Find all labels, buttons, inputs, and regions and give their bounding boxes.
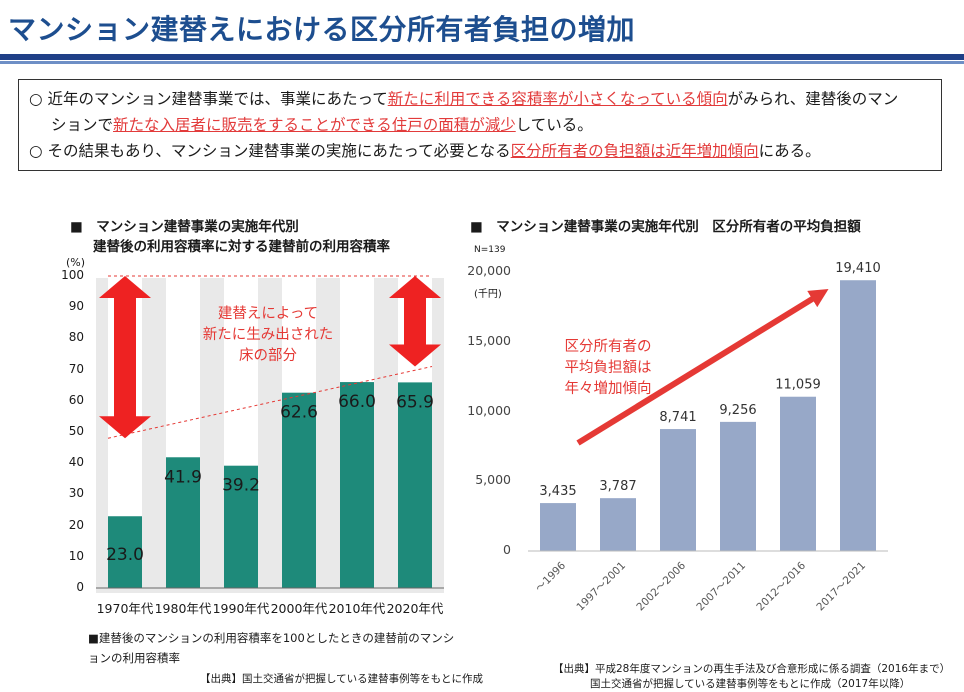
x-tick-label: 2017～2021 bbox=[814, 560, 868, 614]
x-tick-label: 2010年代 bbox=[329, 601, 386, 616]
bar-value-label: 3,435 bbox=[539, 484, 576, 499]
bar bbox=[166, 457, 200, 588]
y-tick-label: 0 bbox=[503, 542, 511, 557]
bar bbox=[720, 421, 756, 551]
y-tick-label: 15,000 bbox=[467, 332, 511, 348]
bar-value-label: 39.2 bbox=[222, 476, 260, 496]
summary-highlight: 新たに利用できる容積率が小さくなっている傾向 bbox=[387, 90, 728, 108]
left-chart-title-1: ■ マンション建替事業の実施年代別 bbox=[70, 219, 299, 235]
floor-gain-arrow-1970s bbox=[99, 276, 151, 439]
y-tick-label: 20,000 bbox=[467, 263, 511, 278]
bar-value-label: 66.0 bbox=[338, 392, 376, 412]
y-tick-label: 80 bbox=[68, 330, 84, 345]
summary-text: ションで bbox=[51, 116, 114, 134]
bar bbox=[224, 465, 258, 588]
summary-text: その結果もあり、マンション建替事業の実施にあたって必要となる bbox=[47, 142, 511, 160]
bar-value-label: 8,741 bbox=[659, 410, 696, 425]
bar-value-label: 9,256 bbox=[719, 403, 756, 418]
left-annotation-line: 床の部分 bbox=[239, 348, 297, 364]
x-tick-label: 2002～2006 bbox=[634, 559, 688, 613]
legend-text: ■建替後のマンションの利用容積率を100としたときの建替前のマンションの利用容積… bbox=[88, 631, 455, 665]
bar-value-label: 65.9 bbox=[396, 392, 434, 412]
right-annotation-line: 年々増加傾向 bbox=[564, 381, 652, 397]
bar bbox=[780, 396, 816, 551]
floor-gain-arrow-2020s bbox=[389, 276, 441, 367]
bar bbox=[282, 392, 316, 588]
y-tick-label: 10,000 bbox=[467, 402, 511, 418]
bullet-mark: ○ bbox=[29, 142, 43, 160]
x-tick-label: 2000年代 bbox=[271, 601, 328, 616]
x-tick-label: 2007～2011 bbox=[694, 560, 748, 614]
summary-line-1: ○ 近年のマンション建替事業では、事業にあたって新たに利用できる容積率が小さくな… bbox=[29, 86, 931, 112]
title-underline-accent bbox=[0, 61, 964, 64]
right-chart-source-2: 国土交通省が把握している建替事例等をもとに作成（2017年以降） bbox=[590, 678, 911, 690]
left-annotation-line: 新たに生み出された bbox=[202, 327, 334, 343]
y-tick-label: 0 bbox=[76, 580, 84, 594]
bar bbox=[540, 503, 576, 551]
bullet-mark: ○ bbox=[29, 90, 43, 108]
right-annotation-line: 区分所有者の bbox=[564, 339, 652, 355]
x-tick-label: 1997～2001 bbox=[574, 560, 628, 614]
summary-highlight: 区分所有者の負担額は近年増加傾向 bbox=[510, 142, 759, 160]
summary-line-3: ○ その結果もあり、マンション建替事業の実施にあたって必要となる区分所有者の負担… bbox=[29, 138, 931, 164]
left-chart-title-2: 建替後の利用容積率に対する建替前の利用容積率 bbox=[93, 239, 390, 255]
y-tick-label: 5,000 bbox=[475, 472, 511, 488]
y-tick-label: 100 bbox=[61, 268, 84, 282]
left-chart-source: 【出典】国土交通省が把握している建替事例等をもとに作成 bbox=[200, 673, 483, 685]
x-tick-label: 1970年代 bbox=[97, 601, 154, 616]
bar bbox=[108, 516, 142, 588]
left-annotation-line: 建替えによって bbox=[217, 306, 319, 322]
summary-line-2: ションで新たな入居者に販売をすることができる住戸の面積が減少している。 bbox=[29, 112, 931, 138]
y-tick-label: 40 bbox=[68, 455, 84, 470]
y-tick-label: 10 bbox=[68, 548, 84, 563]
summary-box: ○ 近年のマンション建替事業では、事業にあたって新たに利用できる容積率が小さくな… bbox=[18, 79, 942, 171]
left-chart-legend: ■建替後のマンションの利用容積率を100としたときの建替前のマンションの利用容積… bbox=[88, 628, 458, 668]
summary-text: にある。 bbox=[758, 142, 821, 160]
y-tick-label: 70 bbox=[68, 361, 84, 376]
y-tick-label: 90 bbox=[68, 299, 84, 314]
title-underline bbox=[0, 54, 964, 60]
left-chart-background bbox=[96, 278, 444, 593]
bar-value-label: 11,059 bbox=[775, 378, 821, 393]
y-tick-label: 50 bbox=[68, 424, 84, 438]
x-tick-label: 1990年代 bbox=[213, 601, 270, 616]
right-y-unit: (千円) bbox=[474, 289, 502, 300]
increase-trend-arrow bbox=[576, 288, 829, 446]
summary-highlight: 新たな入居者に販売をすることができる住戸の面積が減少 bbox=[113, 116, 516, 134]
right-annotation: 区分所有者の 平均負担額は 年々増加傾向 bbox=[548, 337, 668, 400]
bar bbox=[600, 498, 636, 551]
bar-value-label: 19,410 bbox=[835, 261, 881, 276]
bar bbox=[660, 429, 696, 551]
sample-size: N=139 bbox=[474, 245, 506, 255]
y-tick-label: 20 bbox=[68, 517, 84, 532]
left-annotation: 建替えによって 新たに生み出された 床の部分 bbox=[198, 304, 338, 367]
bar-value-label: 23.0 bbox=[106, 545, 144, 565]
y-tick-label: 60 bbox=[68, 392, 84, 407]
right-chart-source-1: 【出典】平成28年度マンションの再生手法及び合意形成に係る調査（2016年まで） bbox=[553, 663, 951, 675]
left-y-unit: (%) bbox=[66, 256, 86, 269]
summary-text: 近年のマンション建替事業では、事業にあたって bbox=[47, 90, 388, 108]
bar bbox=[840, 280, 876, 551]
x-tick-label: 1980年代 bbox=[155, 601, 212, 616]
summary-text: している。 bbox=[515, 116, 593, 134]
trend-line bbox=[107, 365, 433, 439]
x-tick-label: ～1996 bbox=[533, 559, 568, 594]
bar-value-label: 41.9 bbox=[164, 467, 202, 487]
right-annotation-line: 平均負担額は bbox=[564, 360, 652, 376]
bar bbox=[340, 382, 374, 588]
right-chart-title: ■ マンション建替事業の実施年代別 区分所有者の平均負担額 bbox=[470, 219, 861, 235]
y-tick-label: 30 bbox=[68, 486, 84, 501]
x-tick-label: 2012～2016 bbox=[754, 559, 808, 613]
x-tick-label: 2020年代 bbox=[387, 601, 444, 616]
bar-value-label: 62.6 bbox=[280, 403, 318, 423]
bar bbox=[398, 382, 432, 588]
page-title: マンション建替えにおける区分所有者負担の増加 bbox=[8, 13, 636, 46]
bar-value-label: 3,787 bbox=[599, 479, 636, 494]
summary-text: がみられ、建替後のマン bbox=[727, 90, 899, 108]
